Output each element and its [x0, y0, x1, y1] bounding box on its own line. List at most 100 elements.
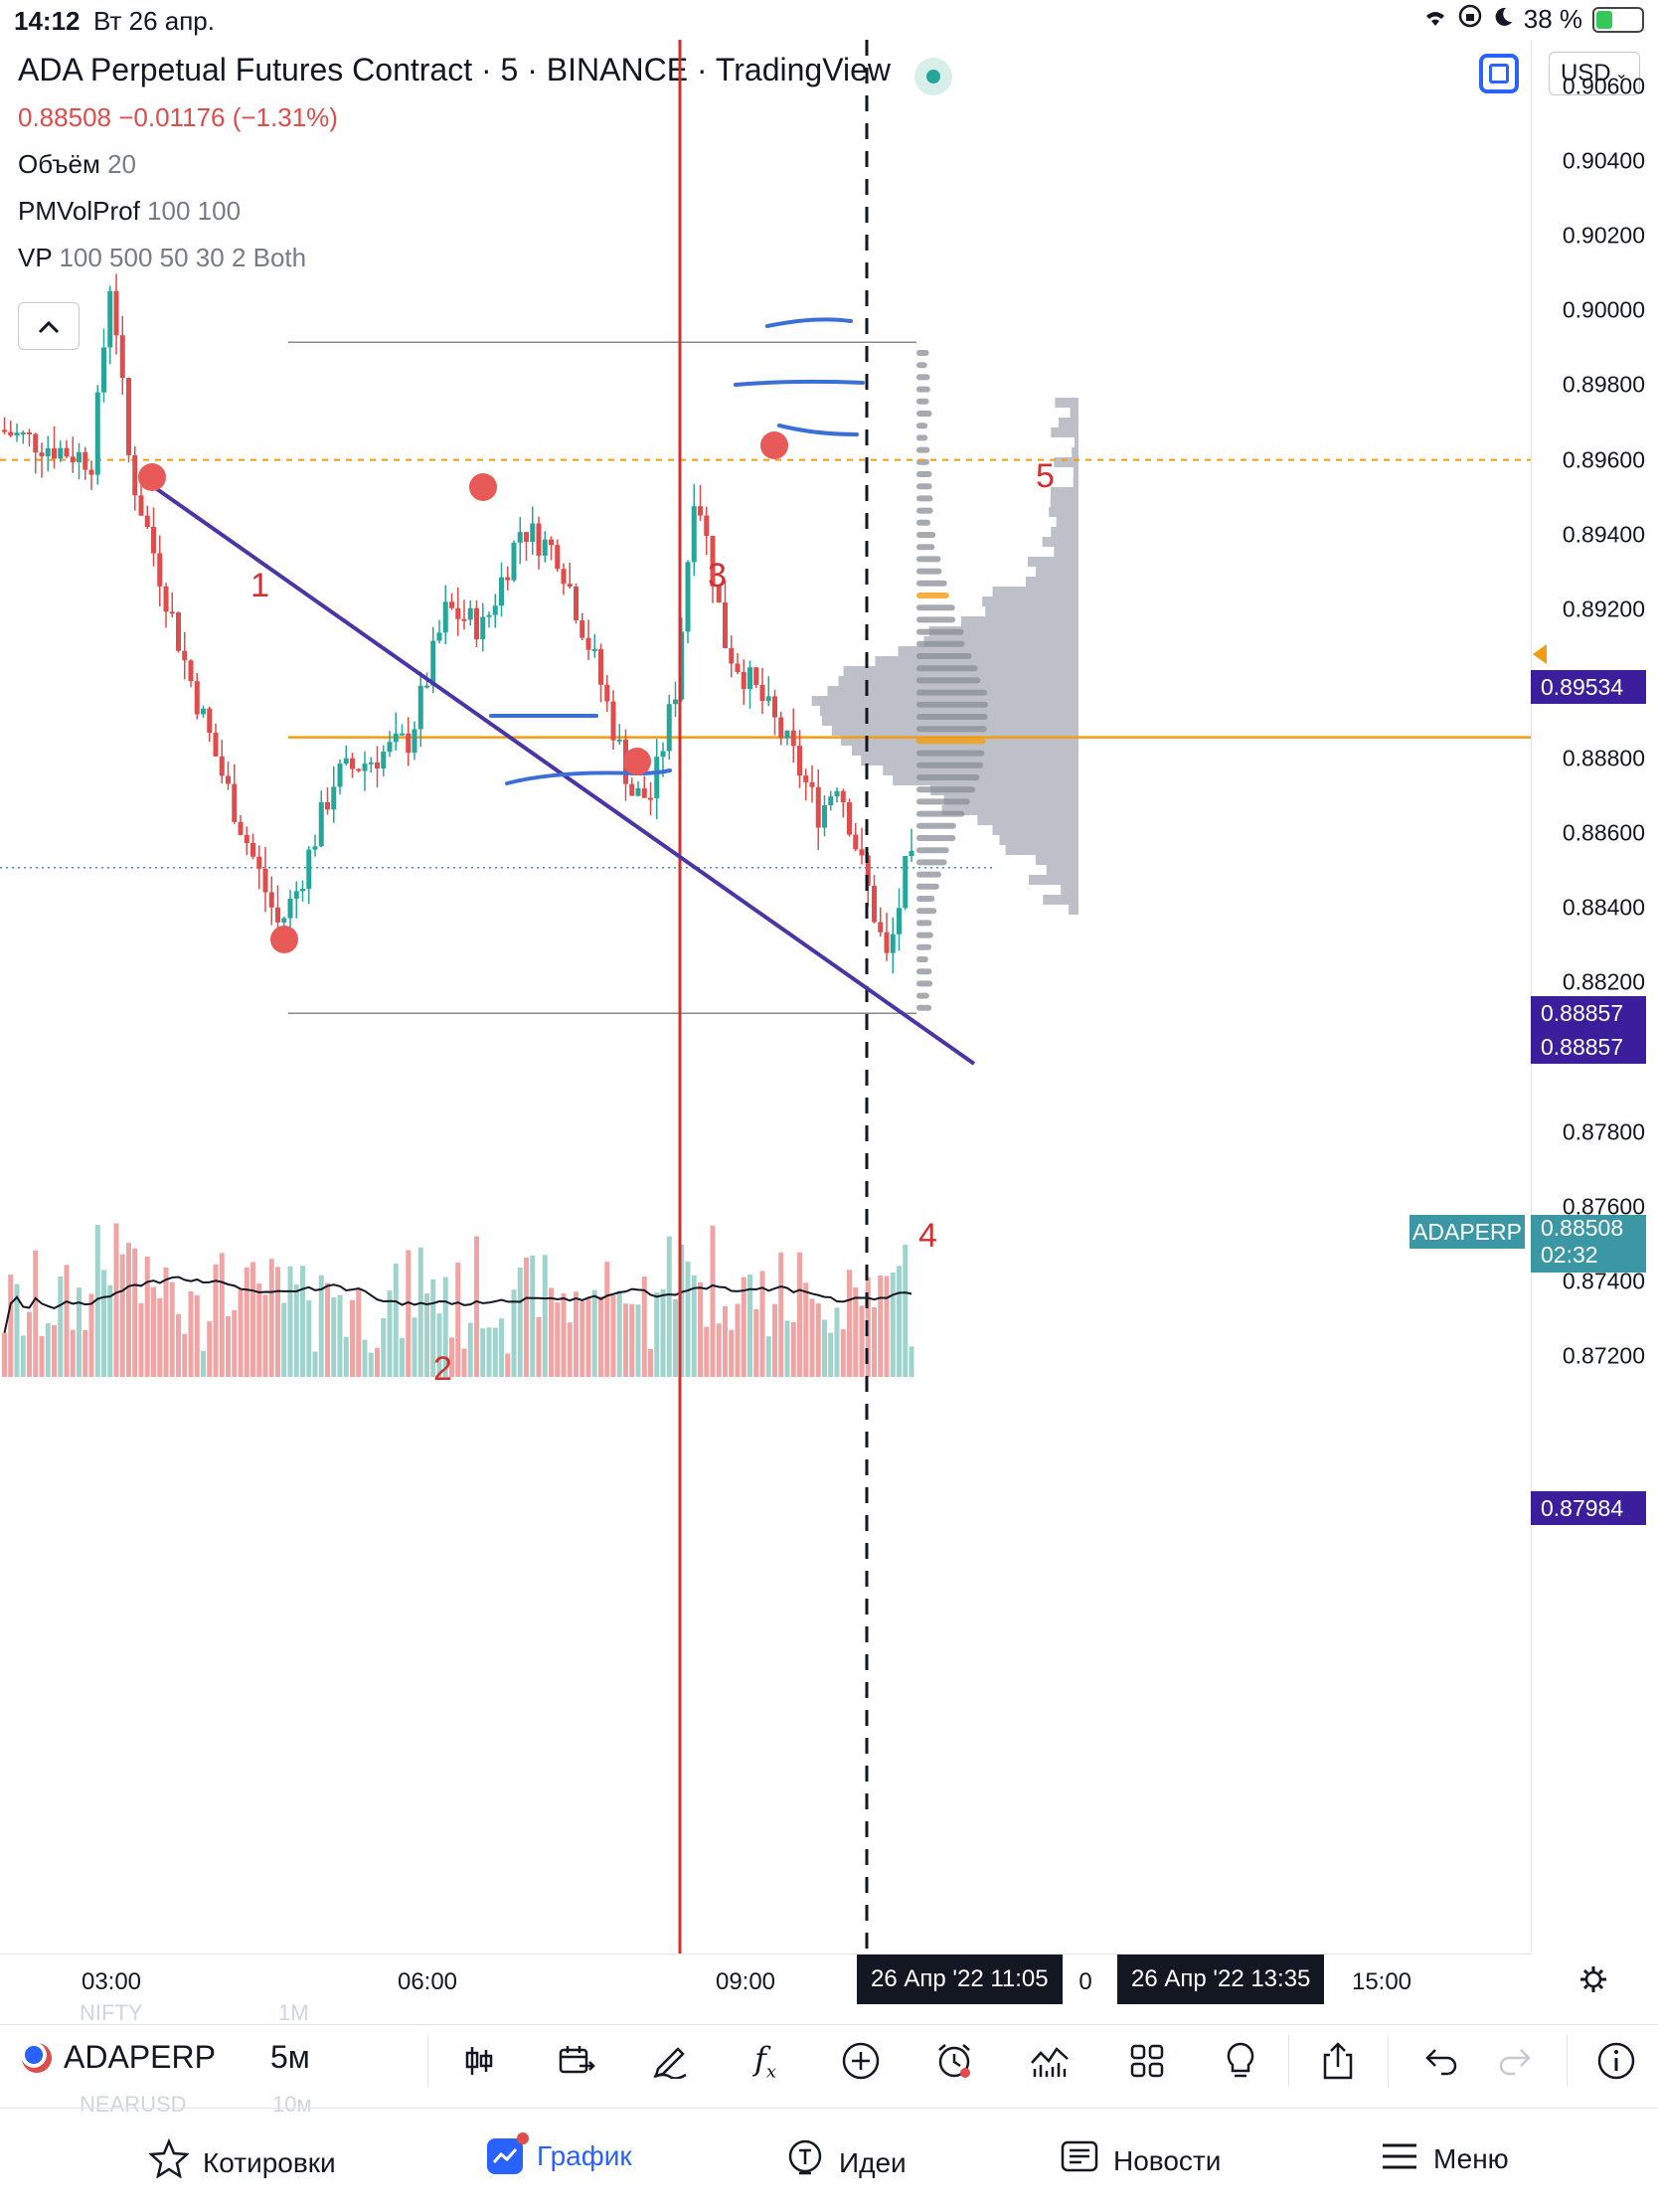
candle-body [436, 632, 442, 641]
time-axis[interactable]: 03:00 06:00 09:00 0 15:00 26 Апр '22 11:… [0, 1954, 1531, 2008]
symbol-selector[interactable]: ADAPERP [22, 2039, 216, 2076]
candles-icon[interactable] [453, 2035, 505, 2087]
price-axis[interactable]: 0.90600 0.90400 0.90200 0.90000 0.89800 0.896… [1531, 40, 1658, 1954]
volume-bar [126, 1243, 131, 1377]
volume-bar [853, 1286, 859, 1377]
volume-bar [207, 1321, 213, 1377]
volume-bar [859, 1305, 865, 1377]
ghost-interval-top: 1M [278, 2000, 309, 2025]
annotation-3[interactable]: 3 [708, 557, 727, 595]
volume-bar [350, 1299, 355, 1377]
candle-body [350, 758, 355, 769]
volume-bar [77, 1287, 82, 1377]
volume-bar [574, 1291, 579, 1377]
nav-news[interactable]: Новости [1060, 2138, 1221, 2183]
info-icon[interactable] [1590, 2035, 1642, 2087]
volume-bar [486, 1327, 492, 1377]
candle-body [325, 801, 330, 810]
indicators-fx-icon[interactable]: fx [754, 2039, 776, 2083]
compare-icon[interactable] [551, 2035, 602, 2087]
nav-label: График [537, 2140, 632, 2171]
chart-title[interactable]: ADA Perpetual Futures Contract · 5 · BIN… [18, 52, 891, 87]
volume-bar [455, 1263, 461, 1377]
price-tick: 0.87600 [1562, 1193, 1645, 1220]
volume-bar [58, 1276, 64, 1377]
profile-bin [1051, 427, 1078, 437]
layout-grid-icon[interactable] [1121, 2035, 1173, 2087]
pm-profile-bin [916, 350, 929, 356]
candle-body [486, 614, 492, 617]
gear-icon[interactable] [1578, 1964, 1608, 2002]
annotation-5[interactable]: 5 [1036, 457, 1055, 495]
candle-body [83, 451, 88, 470]
candle-body [691, 506, 697, 563]
alert-clock-icon[interactable] [928, 2035, 980, 2087]
drawing-pen-icon[interactable] [644, 2035, 696, 2087]
last-price: 0.88508 [18, 102, 111, 132]
profile-bin [875, 656, 1078, 666]
interval-selector[interactable]: 5м [270, 2039, 310, 2075]
volume-bar [250, 1262, 255, 1377]
candle-body [343, 758, 349, 765]
volume-bar [201, 1350, 206, 1377]
indicator-pmvolprof[interactable]: PMVolProf 100 100 [18, 196, 891, 227]
annotation-4[interactable]: 4 [918, 1217, 937, 1255]
price-label-current: 0.88508 02:32 [1531, 1215, 1646, 1273]
redo-icon[interactable] [1489, 2035, 1541, 2087]
profile-bin [883, 766, 1078, 775]
candle-body [878, 922, 884, 933]
candle-body [306, 849, 312, 889]
profile-bin [1050, 487, 1078, 497]
volume-bar [698, 1281, 703, 1377]
price-chart[interactable] [0, 40, 1531, 1954]
nav-chart[interactable]: График [487, 2132, 632, 2174]
star-icon [147, 2137, 191, 2187]
price-line: 0.88508 −0.01176 (−1.31%) [18, 102, 891, 133]
volume-bar [729, 1329, 735, 1377]
time-tick: 03:00 [81, 1968, 142, 1995]
price-tick: 0.87800 [1562, 1118, 1645, 1145]
annotation-2[interactable]: 2 [433, 1350, 452, 1388]
profile-bin [1072, 447, 1078, 457]
candle-body [853, 834, 859, 850]
nav-ideas[interactable]: Идеи [785, 2138, 907, 2187]
fullscreen-icon[interactable] [1479, 54, 1519, 93]
volume-bar [890, 1272, 896, 1377]
candle-body [585, 637, 591, 650]
pm-profile-bin [916, 593, 949, 598]
volume-bar [318, 1275, 324, 1377]
profile-bin [1050, 497, 1078, 507]
currency-select[interactable]: USD ⌄ [1549, 52, 1640, 95]
collapse-legend-button[interactable] [18, 302, 80, 350]
candle-body [244, 834, 249, 843]
volume-bar [505, 1353, 511, 1377]
pm-profile-bin [916, 786, 976, 793]
undo-icon[interactable] [1415, 2035, 1467, 2087]
annotation-1[interactable]: 1 [250, 567, 269, 604]
add-icon[interactable] [835, 2035, 887, 2087]
volume-bar [878, 1276, 884, 1377]
volume-bar [182, 1333, 188, 1377]
battery-percent: 38 % [1523, 4, 1582, 34]
candle-body [673, 699, 678, 705]
pm-profile-bin [916, 726, 987, 733]
nav-menu[interactable]: Меню [1380, 2138, 1509, 2180]
pm-profile-bin [916, 616, 956, 623]
pm-profile-bin [916, 483, 932, 490]
profile-bin [819, 706, 1078, 716]
volume-bar [635, 1304, 641, 1377]
strategy-chart-icon[interactable] [1024, 2035, 1076, 2087]
nav-quotes[interactable]: Котировки [147, 2137, 336, 2187]
indicator-volume[interactable]: Объём 20 [18, 149, 891, 180]
indicator-vp[interactable]: VP 100 500 50 30 2 Both [18, 243, 891, 273]
volume-bar [356, 1288, 362, 1377]
volume-bar [704, 1326, 710, 1377]
pm-profile-bin [916, 810, 965, 817]
candle-body [685, 562, 691, 632]
profile-bin [1036, 567, 1078, 577]
candle-body [648, 797, 653, 800]
candle-body [14, 432, 20, 436]
profile-bin [1061, 885, 1078, 895]
ideas-bulb-icon[interactable] [1215, 2035, 1266, 2087]
share-icon[interactable] [1312, 2035, 1364, 2087]
